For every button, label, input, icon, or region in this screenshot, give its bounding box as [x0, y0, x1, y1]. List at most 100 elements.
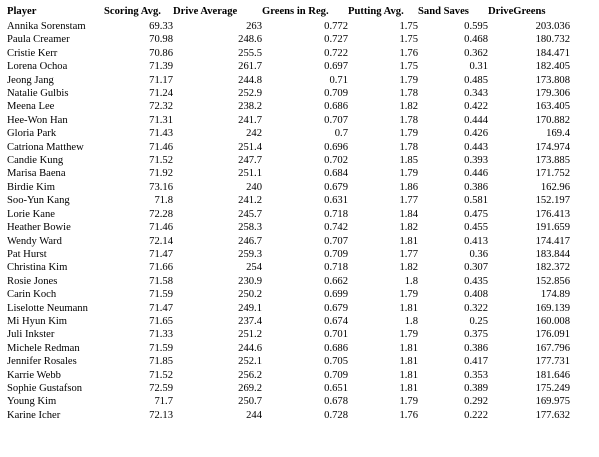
- cell-greens-in-reg: 0.679: [324, 181, 348, 193]
- column-header-sand-saves: Sand Saves: [418, 6, 469, 17]
- cell-drive-average: 255.5: [238, 47, 262, 59]
- cell-scoring-avg: 71.43: [149, 128, 173, 140]
- cell-drivegreens: 173.885: [535, 155, 570, 167]
- player-name-cell: Juli Inkster: [7, 329, 55, 341]
- player-name-cell: Mi Hyun Kim: [7, 315, 68, 327]
- cell-putting-avg: 1.76: [399, 409, 418, 421]
- cell-putting-avg: 1.81: [399, 342, 418, 354]
- table-row: Cristie Kerr 70.86 255.5 0.722 1.76 0.362 184.…: [7, 47, 570, 60]
- table-header: Player Scoring Avg. Drive Average Greens in…: [7, 5, 570, 20]
- table-row: Lorena Ochoa 71.39 261.7 0.697 1.75 0.31 182.4…: [7, 60, 570, 73]
- cell-greens-in-reg: 0.679: [324, 302, 348, 314]
- cell-greens-in-reg: 0.674: [324, 315, 348, 327]
- cell-drive-average: 241.7: [238, 114, 262, 126]
- cell-drivegreens: 160.008: [535, 315, 570, 327]
- cell-scoring-avg: 70.98: [149, 34, 173, 46]
- table-row: Paula Creamer 70.98 248.6 0.727 1.75 0.468 180…: [7, 33, 570, 46]
- cell-drive-average: 250.7: [238, 396, 262, 408]
- cell-scoring-avg: 71.47: [149, 302, 173, 314]
- cell-scoring-avg: 73.16: [149, 181, 173, 193]
- table-row: Mi Hyun Kim 71.65 237.4 0.674 1.8 0.25 160.008: [7, 315, 570, 328]
- cell-greens-in-reg: 0.686: [324, 342, 348, 354]
- player-name-cell: Annika Sorenstam: [7, 21, 86, 32]
- player-name-cell: Christina Kim: [7, 262, 68, 274]
- table-row: Juli Inkster 71.33 251.2 0.701 1.79 0.375 176.…: [7, 328, 570, 341]
- cell-drivegreens: 203.036: [535, 21, 570, 32]
- cell-scoring-avg: 71.52: [149, 369, 173, 381]
- cell-putting-avg: 1.81: [399, 382, 418, 394]
- player-name-cell: Catriona Matthew: [7, 141, 84, 153]
- cell-scoring-avg: 71.46: [149, 141, 173, 153]
- cell-drivegreens: 169.975: [535, 396, 570, 408]
- cell-drive-average: 252.1: [238, 356, 262, 368]
- cell-putting-avg: 1.84: [399, 208, 418, 220]
- table-row: Pat Hurst 71.47 259.3 0.709 1.77 0.36 183.844: [7, 248, 570, 261]
- cell-putting-avg: 1.85: [399, 155, 418, 167]
- cell-drivegreens: 163.405: [535, 101, 570, 113]
- cell-putting-avg: 1.82: [399, 101, 418, 113]
- cell-putting-avg: 1.82: [399, 262, 418, 274]
- table-row: Karrie Webb 71.52 256.2 0.709 1.81 0.353 181.6…: [7, 369, 570, 382]
- player-name-cell: Jennifer Rosales: [7, 356, 77, 368]
- cell-sand-saves: 0.362: [464, 47, 488, 59]
- cell-drive-average: 247.7: [238, 155, 262, 167]
- table-row: Heather Bowie 71.46 258.3 0.742 1.82 0.455 191…: [7, 221, 570, 234]
- cell-scoring-avg: 71.52: [149, 155, 173, 167]
- cell-putting-avg: 1.79: [399, 168, 418, 180]
- cell-sand-saves: 0.408: [464, 289, 488, 301]
- cell-drive-average: 269.2: [238, 382, 262, 394]
- cell-drive-average: 244.6: [238, 342, 262, 354]
- cell-sand-saves: 0.426: [464, 128, 488, 140]
- cell-greens-in-reg: 0.707: [324, 114, 348, 126]
- table-row: Candie Kung 71.52 247.7 0.702 1.85 0.393 173.8…: [7, 154, 570, 167]
- cell-scoring-avg: 71.47: [149, 248, 173, 260]
- cell-putting-avg: 1.78: [399, 88, 418, 100]
- player-name-cell: Liselotte Neumann: [7, 302, 88, 314]
- cell-sand-saves: 0.222: [464, 409, 488, 421]
- cell-scoring-avg: 71.8: [154, 195, 173, 207]
- cell-drivegreens: 177.731: [535, 356, 570, 368]
- cell-scoring-avg: 71.92: [149, 168, 173, 180]
- player-name-cell: Michele Redman: [7, 342, 80, 354]
- cell-drive-average: 259.3: [238, 248, 262, 260]
- cell-sand-saves: 0.595: [464, 21, 488, 32]
- column-header-greens-in-reg: Greens in Reg.: [262, 6, 329, 17]
- player-name-cell: Karine Icher: [7, 409, 61, 421]
- cell-greens-in-reg: 0.772: [324, 21, 348, 32]
- cell-sand-saves: 0.444: [464, 114, 488, 126]
- cell-drivegreens: 169.139: [535, 302, 570, 314]
- player-name-cell: Meena Lee: [7, 101, 55, 113]
- cell-putting-avg: 1.75: [399, 21, 418, 32]
- player-name-cell: Wendy Ward: [7, 235, 62, 247]
- cell-sand-saves: 0.435: [464, 275, 488, 287]
- table-row: Liselotte Neumann 71.47 249.1 0.679 1.81 0.32…: [7, 302, 570, 315]
- table-body: Annika Sorenstam 69.33 263 0.772 1.75 0.595 20…: [7, 20, 570, 422]
- cell-drivegreens: 182.372: [535, 262, 570, 274]
- cell-greens-in-reg: 0.651: [324, 382, 348, 394]
- cell-drivegreens: 167.796: [535, 342, 570, 354]
- cell-putting-avg: 1.79: [399, 329, 418, 341]
- table-row: Christina Kim 71.66 254 0.718 1.82 0.307 182.3…: [7, 261, 570, 274]
- player-name-cell: Marisa Baena: [7, 168, 66, 180]
- cell-greens-in-reg: 0.702: [324, 155, 348, 167]
- cell-greens-in-reg: 0.631: [324, 195, 348, 207]
- player-name-cell: Heather Bowie: [7, 222, 71, 234]
- cell-drivegreens: 174.89: [540, 289, 570, 301]
- cell-drive-average: 263: [246, 21, 262, 32]
- cell-scoring-avg: 71.59: [149, 342, 173, 354]
- cell-drivegreens: 152.856: [535, 275, 570, 287]
- cell-scoring-avg: 72.14: [149, 235, 173, 247]
- cell-greens-in-reg: 0.728: [324, 409, 348, 421]
- cell-drivegreens: 174.974: [535, 141, 570, 153]
- cell-sand-saves: 0.455: [464, 222, 488, 234]
- cell-drive-average: 237.4: [238, 315, 262, 327]
- cell-putting-avg: 1.79: [399, 74, 418, 86]
- cell-greens-in-reg: 0.678: [324, 396, 348, 408]
- cell-sand-saves: 0.389: [464, 382, 488, 394]
- column-header-scoring-avg: Scoring Avg.: [104, 6, 161, 17]
- player-stats-table: Player Scoring Avg. Drive Average Greens in…: [7, 5, 570, 422]
- player-name-cell: Sophie Gustafson: [7, 382, 83, 394]
- player-name-cell: Lorie Kane: [7, 208, 55, 220]
- cell-drive-average: 248.6: [238, 34, 262, 46]
